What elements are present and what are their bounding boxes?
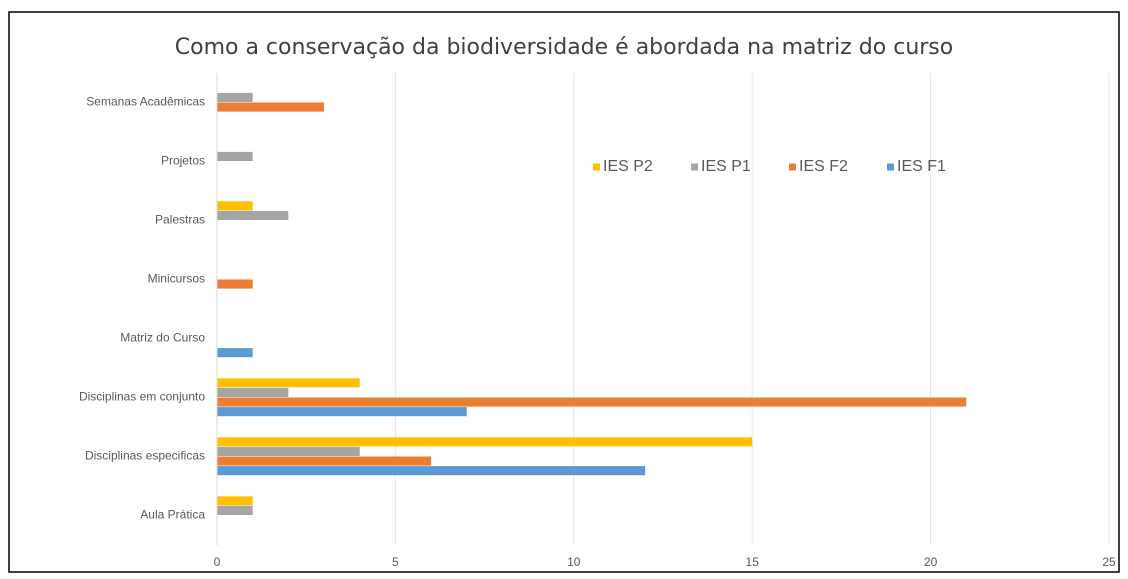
- legend-label: IES P1: [701, 158, 751, 175]
- bar: [217, 210, 289, 220]
- y-tick-label: Minicursos: [148, 272, 205, 286]
- bar: [217, 151, 253, 161]
- bar: [217, 201, 253, 211]
- bar: [217, 437, 753, 447]
- chart-border: [8, 11, 1120, 573]
- x-tick-label: 20: [924, 555, 938, 569]
- bar: [217, 505, 253, 515]
- bar: [217, 407, 467, 417]
- bar: [217, 279, 253, 289]
- x-tick-label: 10: [567, 555, 581, 569]
- x-tick-label: 0: [214, 555, 221, 569]
- x-tick-label: 25: [1102, 555, 1116, 569]
- y-tick-label: Projetos: [161, 154, 205, 168]
- chart-title: Como a conservação da biodiversidade é a…: [175, 35, 953, 60]
- bar: [217, 387, 289, 397]
- bar: [217, 92, 253, 102]
- legend-swatch: [691, 163, 698, 171]
- x-tick-label: 5: [392, 555, 399, 569]
- bar: [217, 102, 325, 112]
- y-tick-label: Disciplinas em conjunto: [79, 390, 205, 404]
- bar: [217, 466, 646, 476]
- y-tick-label: Aula Prática: [140, 508, 205, 522]
- bar: [217, 397, 967, 407]
- legend-label: IES F1: [897, 158, 946, 175]
- y-tick-label: Matriz do Curso: [120, 331, 205, 345]
- bar: [217, 348, 253, 358]
- y-tick-label: Semanas Acadêmicas: [86, 95, 205, 109]
- x-tick-label: 15: [746, 555, 760, 569]
- legend-swatch: [887, 163, 894, 171]
- bar: [217, 496, 253, 506]
- y-tick-label: Disciplinas especificas: [85, 449, 205, 463]
- bar: [217, 378, 360, 388]
- bar: [217, 446, 360, 456]
- legend-label: IES P2: [603, 158, 653, 175]
- bar: [217, 456, 432, 466]
- legend-swatch: [593, 163, 600, 171]
- y-tick-label: Palestras: [155, 213, 205, 227]
- legend-label: IES F2: [799, 158, 848, 175]
- legend-swatch: [789, 163, 796, 171]
